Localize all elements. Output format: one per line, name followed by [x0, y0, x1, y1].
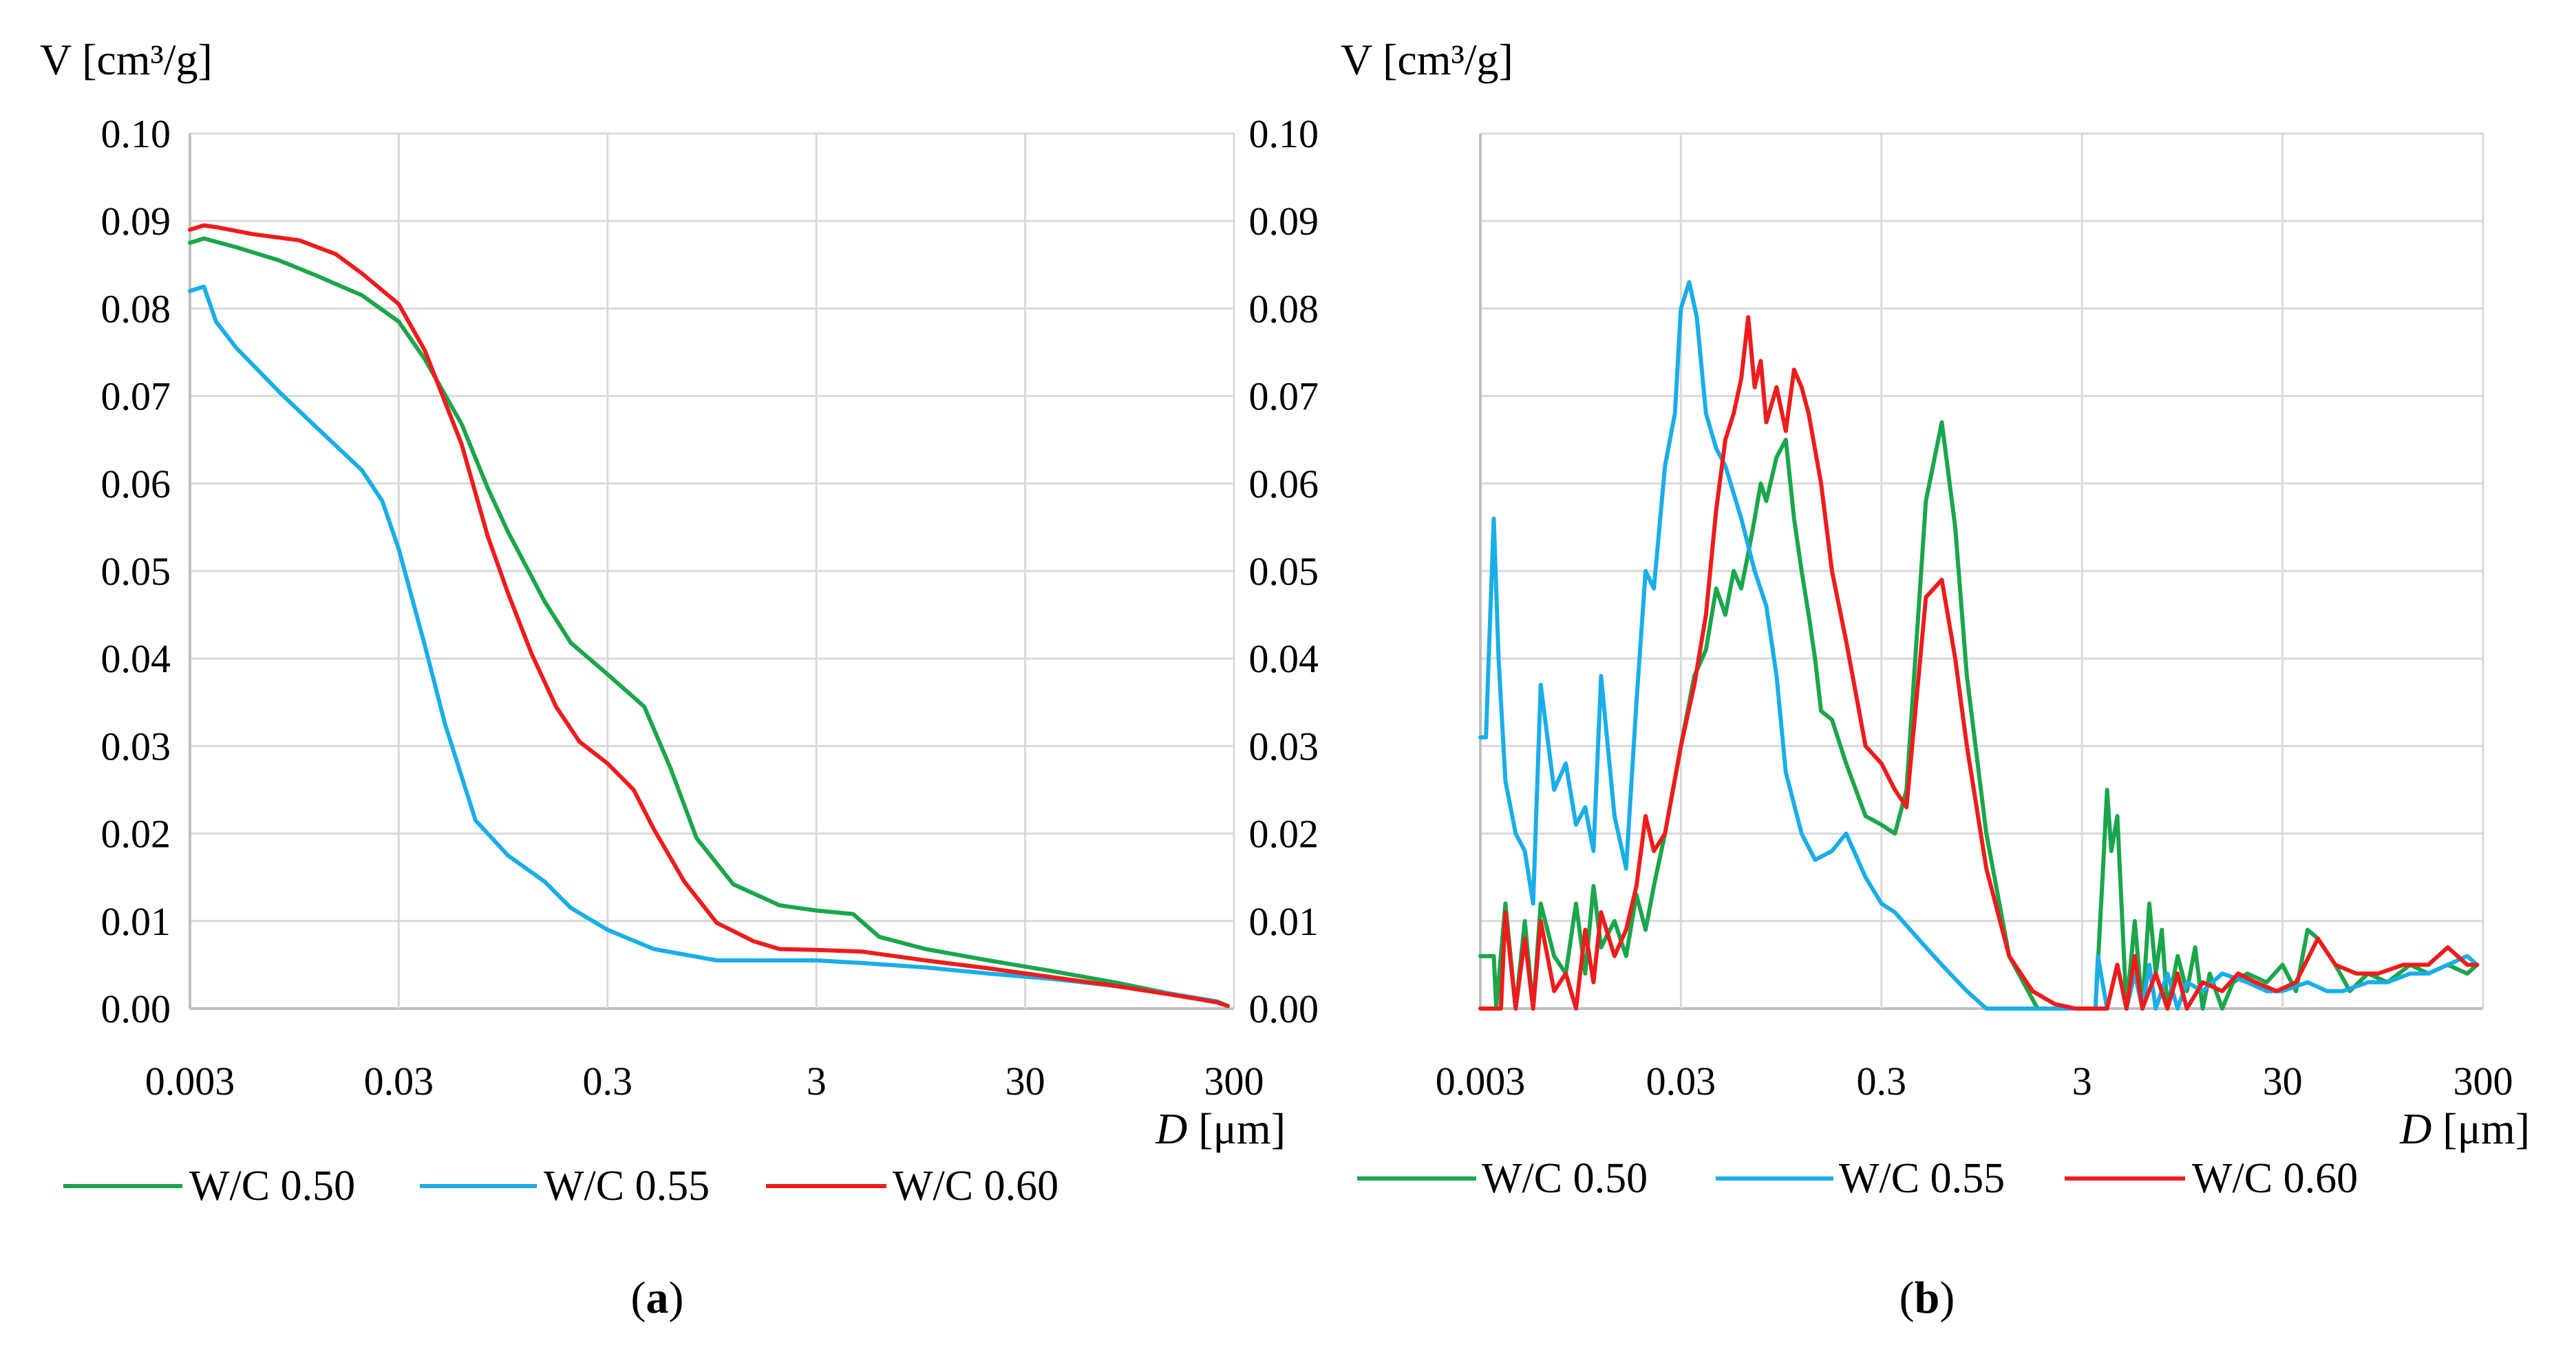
- y-tick-label: 0.01: [1249, 899, 1319, 944]
- y-tick-label: 0.02: [101, 812, 171, 857]
- x-tick-label: 0.03: [364, 1059, 434, 1104]
- x-axis-symbol: D: [2399, 1104, 2431, 1153]
- legend-label: W/C 0.60: [2192, 1155, 2358, 1202]
- x-tick-label: 30: [2263, 1059, 2303, 1104]
- y-tick-label: 0.03: [101, 724, 171, 768]
- y-tick-label: 0.01: [101, 899, 171, 944]
- x-tick-label: 3: [2072, 1059, 2092, 1104]
- x-tick-label: 0.03: [1646, 1059, 1716, 1104]
- y-tick-label: 0.04: [1249, 636, 1319, 681]
- y-tick-label: 0.00: [1249, 987, 1319, 1031]
- series-line-w-c-0-60: [1478, 315, 2480, 1011]
- y-tick-label: 0.09: [1249, 199, 1319, 244]
- legend-label: W/C 0.60: [893, 1163, 1058, 1209]
- y-tick-label: 0.04: [101, 636, 171, 681]
- x-tick-label: 0.003: [145, 1059, 235, 1104]
- x-tick-label: 300: [2453, 1059, 2513, 1104]
- x-tick-label: 3: [807, 1059, 827, 1104]
- y-tick-label: 0.08: [101, 286, 171, 331]
- x-axis-unit: [μm]: [2431, 1104, 2530, 1153]
- x-tick-label: 30: [1005, 1059, 1045, 1104]
- y-tick-label: 0.07: [1249, 374, 1319, 419]
- y-tick-label: 0.02: [1249, 812, 1319, 857]
- x-tick-label: 300: [1204, 1059, 1264, 1104]
- caption-part: (: [631, 1273, 646, 1323]
- x-axis-symbol: D: [1155, 1104, 1187, 1153]
- series-line-w-c-0-60: [188, 223, 1230, 1009]
- caption-part: ): [669, 1273, 684, 1323]
- y-tick-label: 0.08: [1249, 286, 1319, 331]
- x-axis-label: D [μm]: [1155, 1104, 1286, 1153]
- x-tick-label: 0.3: [583, 1059, 633, 1104]
- y-tick-label: 0.07: [101, 374, 171, 419]
- y-tick-label: 0.05: [101, 549, 171, 594]
- chart-panel-a: 0.00 0.01 0.02 0.03 0.04 0.05 0.06 0.07 0.08 0.09…: [40, 35, 1286, 1323]
- panel-caption: (b): [1899, 1273, 1955, 1323]
- caption-part: b: [1915, 1273, 1940, 1323]
- y-tick-label: 0.03: [1249, 724, 1319, 768]
- x-tick-label: 0.003: [1436, 1059, 1526, 1104]
- series-line-w-c-0-50: [188, 236, 1230, 1009]
- y-tick-label: 0.00: [101, 987, 171, 1031]
- y-tick-label: 0.06: [1249, 462, 1319, 506]
- y-axis-label: V [cm³/g]: [40, 35, 213, 84]
- panel-caption: (a): [631, 1273, 684, 1323]
- legend-label: W/C 0.50: [189, 1163, 355, 1209]
- legend-label: W/C 0.55: [1839, 1155, 2005, 1202]
- y-axis-label: V [cm³/g]: [1341, 35, 1513, 84]
- caption-part: ): [1939, 1273, 1955, 1323]
- legend-label: W/C 0.55: [544, 1163, 710, 1209]
- x-tick-label: 0.3: [1857, 1059, 1907, 1104]
- legend-label: W/C 0.50: [1482, 1155, 1648, 1202]
- y-tick-label: 0.09: [101, 199, 171, 244]
- y-tick-label: 0.05: [1249, 549, 1319, 594]
- caption-part: a: [646, 1273, 669, 1323]
- caption-part: (: [1899, 1273, 1915, 1323]
- chart-panel-b: 0.00 0.01 0.02 0.03 0.04 0.05 0.06 0.07 0.08 0.09…: [1249, 35, 2531, 1323]
- x-axis-label: D [μm]: [2399, 1104, 2530, 1153]
- x-axis-unit: [μm]: [1187, 1104, 1286, 1153]
- series-line-w-c-0-55: [188, 284, 1230, 1009]
- y-tick-label: 0.10: [1249, 111, 1319, 156]
- y-tick-label: 0.10: [101, 111, 171, 156]
- y-tick-label: 0.06: [101, 462, 171, 506]
- series-line-w-c-0-55: [1478, 280, 2480, 1011]
